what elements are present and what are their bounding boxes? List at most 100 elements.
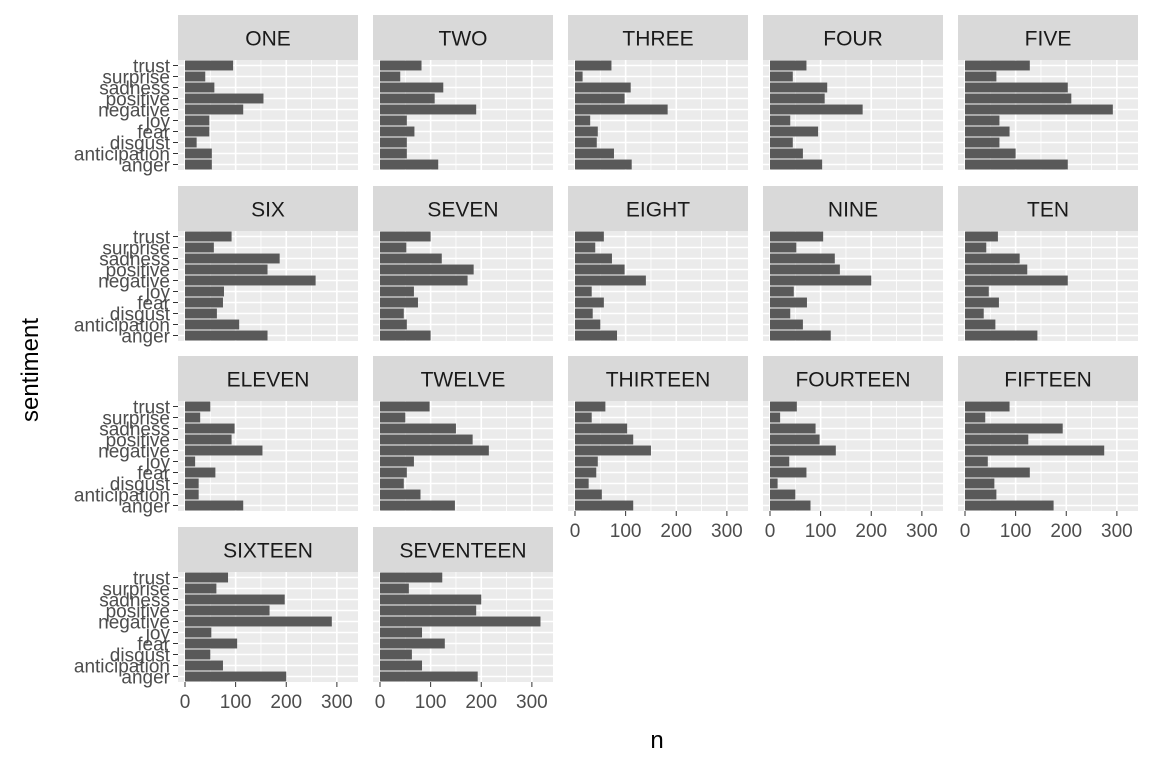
x-tick-label: 200: [1050, 521, 1082, 542]
facet-strip-label: THIRTEEN: [606, 369, 711, 392]
bar-sixteen-negative: [185, 616, 332, 627]
bar-two-joy: [380, 115, 407, 126]
x-tick-label: 100: [415, 692, 447, 713]
bar-four-sadness: [770, 82, 828, 93]
bar-six-positive: [185, 264, 268, 275]
bar-twelve-negative: [380, 445, 489, 456]
bar-two-fear: [380, 126, 415, 137]
facet-strip: [178, 356, 358, 401]
facet-plot-area: trustsurprisesadnesspositivenegativejoyf…: [74, 228, 358, 348]
facet-panel-four: FOUR: [763, 15, 943, 170]
facet-panel-eight: EIGHT: [568, 186, 748, 341]
bar-ten-surprise: [965, 242, 987, 253]
facet-plot-area: [568, 60, 748, 170]
y-tick-label: trust: [133, 569, 171, 590]
bar-five-positive: [965, 93, 1072, 104]
bar-fourteen-fear: [770, 467, 807, 478]
bar-eleven-anger: [185, 500, 244, 511]
bar-six-negative: [185, 275, 316, 286]
bar-eight-fear: [575, 297, 604, 308]
bar-five-disgust: [965, 137, 1000, 148]
facet-panel-seventeen: SEVENTEEN 0 100 200 300: [373, 527, 553, 713]
facet-strip: [373, 186, 553, 231]
bar-fourteen-trust: [770, 401, 797, 412]
bar-one-surprise: [185, 71, 206, 82]
facet-strip: [568, 186, 748, 231]
facet-strip-label: SIX: [251, 199, 285, 222]
y-tick-label: trust: [133, 228, 171, 249]
y-tick-label: anger: [121, 327, 170, 348]
x-tick-label: 0: [375, 692, 386, 713]
bar-eight-surprise: [575, 242, 596, 253]
bar-sixteen-positive: [185, 605, 270, 616]
y-tick-label: anger: [121, 668, 170, 689]
y-tick-label: surprise: [102, 409, 170, 430]
x-tick-label: 0: [570, 521, 581, 542]
bar-sixteen-joy: [185, 627, 212, 638]
bar-nine-fear: [770, 297, 807, 308]
bar-five-sadness: [965, 82, 1068, 93]
bar-four-anger: [770, 159, 823, 170]
y-tick-label: negative: [98, 101, 170, 122]
bar-five-surprise: [965, 71, 997, 82]
facet-plot-area: [568, 231, 748, 341]
bar-eleven-surprise: [185, 412, 201, 423]
y-tick-label: negative: [98, 613, 170, 634]
bar-sixteen-anger: [185, 671, 287, 682]
bar-seven-disgust: [380, 308, 404, 319]
bar-seven-anticipation: [380, 319, 407, 330]
facet-strip-label: ONE: [245, 28, 291, 51]
facet-strip-label: TWO: [439, 28, 488, 51]
y-tick-label: positive: [106, 431, 170, 452]
y-tick-label: fear: [137, 123, 170, 144]
bar-fifteen-sadness: [965, 423, 1063, 434]
x-tick-label: 200: [855, 521, 887, 542]
bar-fourteen-disgust: [770, 478, 778, 489]
y-tick-label: positive: [106, 90, 170, 111]
bar-seventeen-joy: [380, 627, 423, 638]
bar-eleven-trust: [185, 401, 211, 412]
bar-fifteen-anticipation: [965, 489, 997, 500]
bar-one-positive: [185, 93, 264, 104]
x-tick-label: 0: [960, 521, 971, 542]
bar-ten-negative: [965, 275, 1068, 286]
facet-panels: ONE trustsurprisesadnesspositivenegativej…: [74, 15, 1138, 713]
x-tick-label: 100: [1000, 521, 1032, 542]
bar-two-surprise: [380, 71, 401, 82]
facet-strip-label: FOUR: [823, 28, 883, 51]
y-tick-label: anticipation: [74, 316, 170, 337]
facet-panel-fifteen: FIFTEEN 0 100 200 300: [958, 356, 1138, 542]
bar-two-anticipation: [380, 148, 407, 159]
bar-three-sadness: [575, 82, 631, 93]
bar-eleven-joy: [185, 456, 196, 467]
bar-sixteen-surprise: [185, 583, 217, 594]
facet-strip: [568, 15, 748, 60]
bar-seventeen-fear: [380, 638, 445, 649]
facet-plot-area: [763, 60, 943, 170]
bar-thirteen-positive: [575, 434, 634, 445]
x-tick-label: 300: [321, 692, 353, 713]
bar-three-trust: [575, 60, 612, 71]
bar-fifteen-anger: [965, 500, 1054, 511]
facet-strip-label: ELEVEN: [227, 369, 310, 392]
bar-ten-disgust: [965, 308, 984, 319]
bar-six-fear: [185, 297, 223, 308]
bar-sixteen-trust: [185, 572, 229, 583]
x-tick-label: 300: [1101, 521, 1133, 542]
x-tick-label: 300: [711, 521, 743, 542]
facet-strip-label: FIFTEEN: [1004, 369, 1092, 392]
bar-four-anticipation: [770, 148, 803, 159]
facet-strip: [763, 356, 943, 401]
facet-plot-area: trustsurprisesadnesspositivenegativejoyf…: [74, 569, 358, 713]
bar-five-negative: [965, 104, 1113, 115]
bar-one-negative: [185, 104, 244, 115]
facet-strip: [178, 527, 358, 572]
bar-six-sadness: [185, 253, 280, 264]
bar-seven-positive: [380, 264, 474, 275]
facet-panel-seven: SEVEN: [373, 186, 553, 341]
bar-three-surprise: [575, 71, 583, 82]
bar-two-anger: [380, 159, 439, 170]
y-tick-label: anger: [121, 156, 170, 177]
bar-three-fear: [575, 126, 598, 137]
y-tick-label: disgust: [110, 475, 171, 496]
